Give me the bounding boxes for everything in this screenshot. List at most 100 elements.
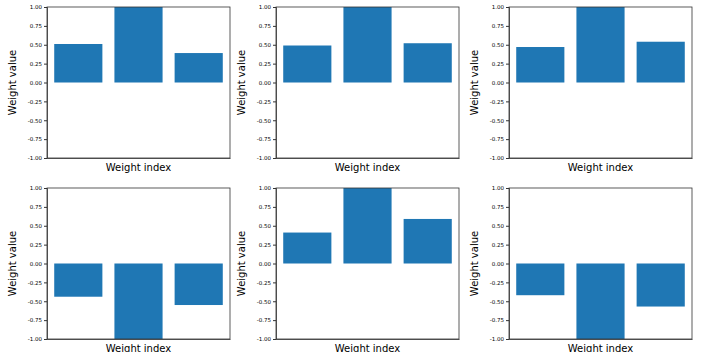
y-tick-mark bbox=[273, 7, 276, 8]
x-axis-line bbox=[277, 158, 460, 159]
y-tick-label: -0.50 bbox=[490, 118, 505, 124]
y-tick: 0.00 bbox=[492, 80, 509, 86]
y-tick: 0.50 bbox=[30, 42, 47, 48]
x-axis bbox=[48, 339, 231, 341]
bar bbox=[637, 42, 685, 83]
y-tick-mark bbox=[506, 26, 509, 27]
y-tick-label: -0.25 bbox=[257, 99, 272, 105]
y-tick-mark bbox=[506, 7, 509, 8]
y-tick-mark bbox=[44, 64, 47, 65]
y-tick: -0.25 bbox=[28, 280, 47, 286]
y-tick-label: -0.25 bbox=[490, 99, 505, 105]
y-tick-label: -0.75 bbox=[490, 136, 505, 142]
y-tick-mark bbox=[44, 139, 47, 140]
y-tick: 0.75 bbox=[492, 23, 509, 29]
y-tick-mark bbox=[273, 64, 276, 65]
y-tick-label: -0.25 bbox=[28, 280, 43, 286]
y-tick-mark bbox=[273, 282, 276, 283]
y-tick-label: 0.75 bbox=[492, 204, 505, 210]
y-tick: 1.00 bbox=[30, 4, 47, 10]
panel: -1.00-0.75-0.50-0.250.000.250.500.751.00… bbox=[469, 4, 693, 173]
y-axis-title: Weight value bbox=[7, 50, 18, 115]
y-tick-mark bbox=[273, 101, 276, 102]
y-tick: -1.00 bbox=[257, 336, 276, 342]
y-tick: -0.50 bbox=[490, 299, 509, 305]
y-tick: -0.75 bbox=[490, 317, 509, 323]
y-tick: -1.00 bbox=[257, 155, 276, 161]
frame bbox=[509, 7, 692, 158]
y-tick-label: 0.75 bbox=[30, 204, 43, 210]
y-tick-mark bbox=[506, 245, 509, 246]
y-tick-mark bbox=[44, 26, 47, 27]
x-axis-title: Weight index bbox=[568, 343, 633, 352]
x-axis-line bbox=[277, 339, 460, 340]
y-tick-mark bbox=[506, 207, 509, 208]
y-tick: 0.00 bbox=[259, 80, 276, 86]
bars bbox=[516, 264, 685, 340]
bar bbox=[54, 44, 102, 83]
panel: -1.00-0.75-0.50-0.250.000.250.500.751.00… bbox=[469, 185, 693, 352]
y-tick-label: 0.25 bbox=[259, 61, 272, 67]
y-tick-label: -0.75 bbox=[28, 136, 43, 142]
x-axis bbox=[277, 339, 460, 341]
y-axis-line bbox=[273, 189, 277, 340]
frame bbox=[276, 188, 459, 339]
y-tick-mark bbox=[273, 83, 276, 84]
y-tick: -0.75 bbox=[28, 136, 47, 142]
y-tick-mark bbox=[44, 83, 47, 84]
y-tick-label: 1.00 bbox=[492, 4, 505, 10]
figure: -1.00 -0.75 -0.50 -0.25 0.00 0.25 0.50 0.75 1.00… bbox=[0, 0, 702, 352]
y-tick-label: -1.00 bbox=[257, 155, 272, 161]
y-tick-mark bbox=[273, 207, 276, 208]
y-tick-mark bbox=[44, 282, 47, 283]
x-axis-title: Weight index bbox=[335, 162, 400, 173]
frame bbox=[47, 7, 230, 158]
y-tick-label: 1.00 bbox=[30, 185, 43, 191]
y-tick-label: 0.50 bbox=[259, 42, 272, 48]
y-tick: 0.75 bbox=[259, 23, 276, 29]
y-tick-label: 0.00 bbox=[259, 80, 272, 86]
y-axis-line bbox=[506, 8, 510, 159]
y-tick-mark bbox=[506, 158, 509, 159]
y-tick-mark bbox=[273, 120, 276, 121]
panel: -1.00-0.75-0.50-0.250.000.250.500.751.00… bbox=[236, 4, 460, 173]
y-tick: 1.00 bbox=[492, 4, 509, 10]
y-tick-label: 0.00 bbox=[492, 261, 505, 267]
y-tick: 0.25 bbox=[492, 61, 509, 67]
y-tick-mark bbox=[273, 339, 276, 340]
y-tick: -0.50 bbox=[257, 299, 276, 305]
y-tick-mark bbox=[44, 339, 47, 340]
y-tick: 0.75 bbox=[492, 204, 509, 210]
y-tick-label: -1.00 bbox=[257, 336, 272, 342]
y-tick: 0.00 bbox=[492, 261, 509, 267]
x-axis bbox=[510, 158, 693, 160]
y-tick-label: -0.25 bbox=[28, 99, 43, 105]
bar bbox=[114, 7, 162, 83]
bars bbox=[516, 7, 685, 83]
x-axis bbox=[48, 158, 231, 160]
y-tick-label: 0.50 bbox=[259, 223, 272, 229]
y-tick-mark bbox=[44, 158, 47, 159]
bar bbox=[283, 46, 331, 83]
y-tick: -0.50 bbox=[28, 299, 47, 305]
y-tick-label: 0.25 bbox=[30, 61, 43, 67]
x-axis-title: Weight index bbox=[106, 162, 171, 173]
y-tick: -1.00 bbox=[28, 336, 47, 342]
y-tick-label: -0.25 bbox=[257, 280, 272, 286]
y-tick-label: -0.50 bbox=[257, 299, 272, 305]
y-tick: 0.25 bbox=[259, 242, 276, 248]
x-axis-title: Weight index bbox=[568, 162, 633, 173]
y-axis-title: Weight value bbox=[7, 231, 18, 296]
bar bbox=[404, 219, 452, 264]
bar bbox=[283, 233, 331, 264]
y-tick: 0.75 bbox=[30, 204, 47, 210]
frame bbox=[47, 188, 230, 339]
y-tick-label: 0.50 bbox=[492, 223, 505, 229]
y-tick-mark bbox=[44, 7, 47, 8]
y-tick-mark bbox=[44, 320, 47, 321]
y-tick-mark bbox=[506, 226, 509, 227]
panel: -1.00-0.75-0.50-0.250.000.250.500.751.00… bbox=[7, 4, 231, 173]
y-tick-label: 1.00 bbox=[259, 185, 272, 191]
bar bbox=[175, 53, 223, 82]
bars bbox=[283, 188, 452, 264]
